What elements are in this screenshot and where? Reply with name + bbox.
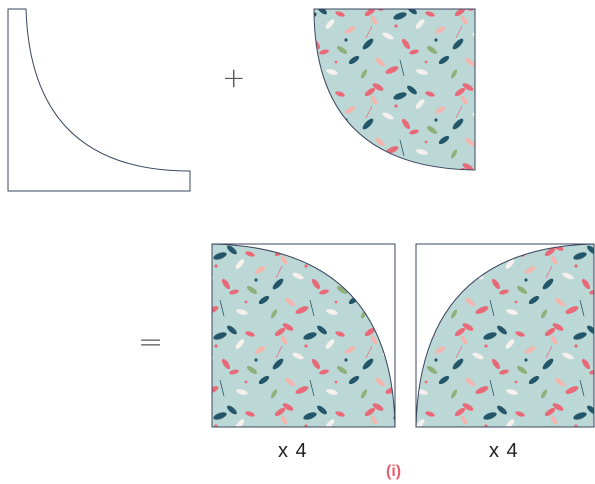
multiplier-right-label: x 4 [489,440,519,462]
plus-operator: + [222,61,246,94]
fabric-quarter-circle [313,8,476,171]
quilt-block-right [415,243,595,428]
quilt-block-left [211,243,396,428]
block-left-fabric-arc [211,243,396,428]
background-curved-piece [7,8,191,192]
figure-caption: (i) [386,463,402,480]
block-right-fabric-arc [415,243,595,428]
equals-operator: = [138,325,164,360]
multiplier-left-label: x 4 [278,440,308,462]
